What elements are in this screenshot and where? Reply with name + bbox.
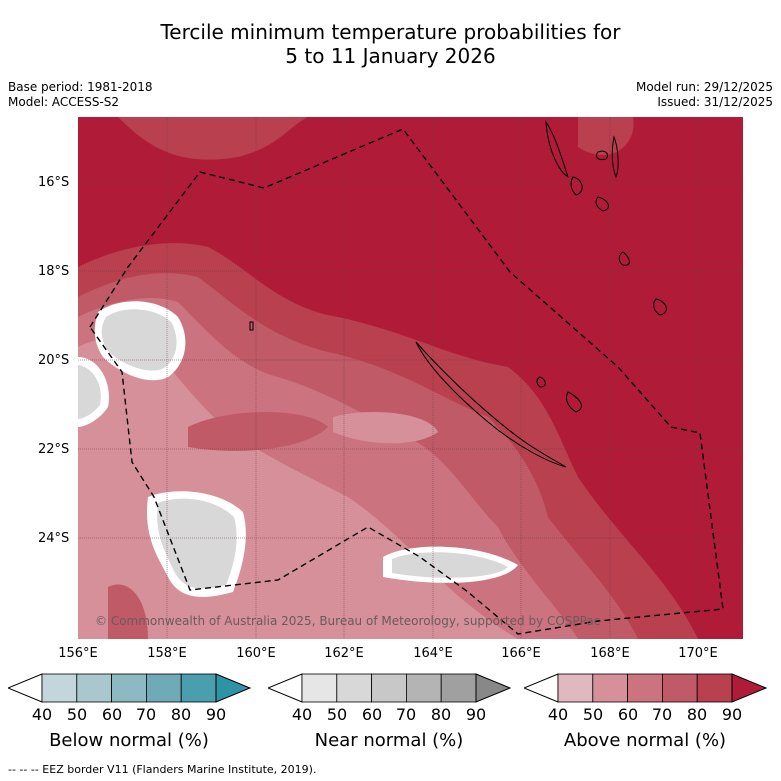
near-colorbar-cell [336, 673, 373, 703]
above-normal-colorbar [524, 673, 768, 703]
below-tick: 90 [205, 705, 227, 724]
above-tick: 90 [721, 705, 743, 724]
lat-label-20s: 20°S [38, 353, 70, 368]
near-tick: 80 [430, 705, 452, 724]
meta-left: Base period: 1981-2018 Model: ACCESS-S2 [8, 80, 153, 110]
map-title-line2: 5 to 11 January 2026 [285, 44, 496, 68]
lon-label-170e: 170°E [678, 646, 718, 661]
vanuatu-island-4 [595, 196, 609, 212]
above-colorbar-cell [627, 673, 663, 703]
loyalty-island-2 [536, 376, 546, 388]
above-colorbar-cell [557, 673, 594, 703]
lon-label-166e: 166°E [501, 646, 541, 661]
above-50-patch-east [333, 412, 438, 444]
new-caledonia [415, 341, 567, 468]
near-colorbar-cell [440, 673, 477, 703]
near-normal-label: Near normal (%) [314, 730, 464, 751]
near-normal-colorbar [268, 673, 512, 703]
near-colorbar-max-arrow [475, 673, 512, 703]
above-tick: 60 [617, 705, 639, 724]
vanuatu-island-1 [595, 150, 609, 160]
base-period: Base period: 1981-2018 [8, 80, 153, 94]
below-colorbar-cells [41, 673, 217, 703]
above-normal-label: Above normal (%) [563, 730, 727, 751]
lat-label-16s: 16°S [38, 175, 70, 190]
model-run: Model run: 29/12/2025 [635, 80, 773, 94]
map-title-line1: Tercile minimum temperature probabilitie… [160, 20, 621, 44]
lon-label-162e: 162°E [324, 646, 364, 661]
lon-label-156e: 156°E [58, 646, 98, 661]
lon-label-164e: 164°E [413, 646, 453, 661]
near-colorbar-cell [371, 673, 407, 703]
eez-legend-footer: -- -- -- EEZ border V11 (Flanders Marine… [8, 763, 317, 776]
below-tick: 70 [135, 705, 157, 724]
above-colorbar-min-arrow [524, 673, 559, 703]
lat-label-18s: 18°S [38, 264, 70, 279]
above-colorbar-cells [557, 673, 733, 703]
below-normal-colorbar [8, 673, 252, 703]
below-colorbar-cell [111, 673, 147, 703]
probability-map [78, 117, 743, 639]
below-colorbar-max-arrow [215, 673, 252, 703]
issued-date: Issued: 31/12/2025 [657, 95, 773, 109]
graticule [78, 117, 743, 639]
near-colorbar-cell [405, 673, 442, 703]
lon-label-168e: 168°E [590, 646, 630, 661]
near-colorbar-cell [301, 673, 338, 703]
coastlines [249, 120, 667, 468]
below-colorbar-cell [180, 673, 217, 703]
small-reef [249, 321, 254, 331]
copyright-notice: © Commonwealth of Australia 2025, Bureau… [95, 614, 601, 628]
above-80-patch-top [118, 117, 308, 160]
near-tick: 60 [361, 705, 383, 724]
meta-right: Model run: 29/12/2025 Issued: 31/12/2025 [636, 80, 773, 110]
model-name: Model: ACCESS-S2 [8, 95, 120, 109]
above-tick: 50 [582, 705, 604, 724]
near-normal-zone-3 [157, 498, 237, 589]
above-70-patch-mid [188, 412, 328, 451]
near-tick: 70 [395, 705, 417, 724]
near-tick: 50 [326, 705, 348, 724]
below-colorbar-min-arrow [8, 673, 43, 703]
above-tick: 40 [547, 705, 569, 724]
loyalty-island-1 [565, 391, 582, 413]
above-tick: 80 [686, 705, 708, 724]
above-colorbar-max-arrow [731, 673, 768, 703]
below-tick: 40 [31, 705, 53, 724]
vanuatu-island-6 [653, 298, 667, 316]
vanuatu-island-2 [611, 135, 619, 179]
near-normal-zone-4 [392, 552, 508, 578]
eez-border [89, 128, 724, 635]
near-colorbar-min-arrow [268, 673, 303, 703]
near-tick: 40 [291, 705, 313, 724]
vanuatu-island-5 [618, 251, 630, 266]
above-colorbar-cell [592, 673, 629, 703]
below-tick: 80 [170, 705, 192, 724]
below-tick: 50 [66, 705, 88, 724]
lat-label-24s: 24°S [38, 531, 70, 546]
above-colorbar-cell [661, 673, 698, 703]
below-colorbar-cell [145, 673, 182, 703]
lon-label-158e: 158°E [147, 646, 187, 661]
above-70-patch-sw [108, 584, 148, 639]
above-80-patch-tr [578, 117, 634, 156]
below-colorbar-cell [76, 673, 113, 703]
below-colorbar-cell [41, 673, 78, 703]
lon-label-160e: 160°E [236, 646, 276, 661]
below-tick: 60 [101, 705, 123, 724]
below-normal-label: Below normal (%) [49, 730, 209, 751]
near-normal-zone-2 [78, 365, 101, 419]
vanuatu-island-3 [570, 176, 583, 196]
vanuatu-north [545, 120, 569, 179]
lat-label-22s: 22°S [38, 442, 70, 457]
above-tick: 70 [651, 705, 673, 724]
near-colorbar-cells [301, 673, 477, 703]
above-colorbar-cell [696, 673, 733, 703]
near-normal-zone-1 [101, 309, 177, 371]
near-tick: 90 [465, 705, 487, 724]
